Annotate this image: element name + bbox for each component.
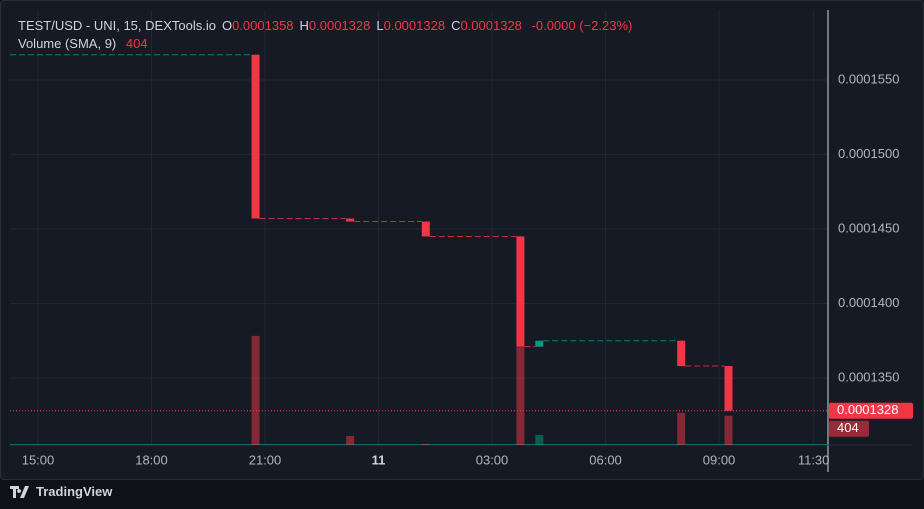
x-tick-label: 11	[372, 452, 386, 467]
y-tick-label: 0.0001500	[838, 146, 899, 161]
chart: 0.0001350 0.0001400 0.0001450 0.0001500 0.00…	[10, 10, 913, 472]
last-price-label: 0.0001328	[837, 402, 898, 417]
candle-body	[535, 340, 544, 347]
candle-body	[251, 54, 260, 219]
x-tick-label: 18:00	[135, 452, 168, 467]
volume-bar	[677, 412, 686, 445]
candle-body	[516, 236, 525, 347]
x-tick-label: 11:30	[798, 452, 830, 467]
x-tick-label: 15:00	[22, 452, 55, 467]
ohlc-key: C	[451, 18, 461, 33]
volume-bar	[724, 415, 733, 445]
change: -0.0000 (−2.23%)	[531, 18, 633, 33]
ohlc-value: 0.0001358	[232, 18, 294, 33]
x-tick-label: 03:00	[476, 452, 509, 467]
brand: TradingView	[36, 484, 113, 499]
candle-body	[724, 366, 733, 411]
y-tick-label: 0.0001350	[838, 369, 899, 384]
ohlc-key: L	[376, 18, 384, 33]
candle-body	[421, 221, 430, 237]
y-tick-label: 0.0001400	[838, 295, 899, 310]
x-tick-label: 06:00	[589, 452, 622, 467]
ohlc-value: 0.0001328	[460, 18, 522, 33]
x-tick-label: 21:00	[249, 452, 282, 467]
ohlc-row: TEST/USD - UNI, 15, DEXTools.io O0.000135…	[18, 17, 632, 35]
ohlc-key: O	[221, 18, 233, 33]
last-price-box	[829, 402, 913, 419]
ohlc-value: 0.0001328	[308, 18, 371, 33]
y-tick-label: 0.0001550	[838, 71, 899, 86]
volume-last: 404	[125, 36, 148, 51]
ohlc-key: H	[299, 18, 309, 33]
brand-logo	[10, 485, 29, 498]
volume-bar	[421, 443, 430, 445]
legend: TEST/USD - UNI, 15, DEXTools.io O0.000135…	[18, 17, 632, 53]
candle-body	[677, 340, 686, 367]
volume-last-label: 404	[837, 420, 859, 435]
volume-title: Volume (SMA, 9)	[18, 36, 117, 51]
volume-last-box	[829, 420, 869, 437]
ohlc-values: O0.0001358 H0.0001328 L0.0001328 C0.0001328	[216, 18, 522, 33]
candle-body	[346, 218, 355, 222]
ohlc-value: 0.0001328	[383, 18, 446, 33]
volume-bar	[251, 335, 260, 445]
y-tick-label: 0.0001450	[838, 220, 899, 235]
volume-row: Volume (SMA, 9) 404	[18, 35, 632, 53]
x-tick-label: 09:00	[703, 452, 736, 467]
symbol-title: TEST/USD - UNI, 15, DEXTools.io	[18, 18, 216, 33]
volume-bar	[535, 434, 544, 445]
footer[interactable]: TradingView	[10, 484, 112, 499]
volume-bar	[346, 435, 355, 445]
volume-bar	[516, 347, 525, 445]
